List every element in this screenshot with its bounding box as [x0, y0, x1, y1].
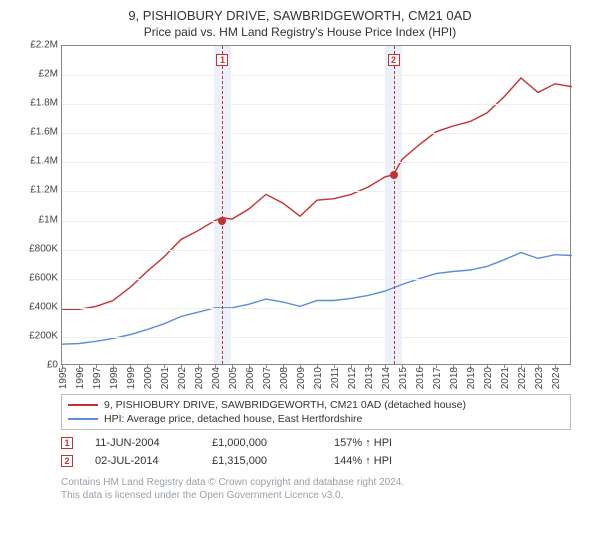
x-axis-label: 1995 [58, 367, 69, 389]
x-axis-label: 2002 [177, 367, 188, 389]
y-gridline [62, 104, 570, 105]
sale-dot [218, 217, 226, 225]
y-gridline [62, 133, 570, 134]
y-axis-label: £0 [16, 360, 58, 371]
x-axis-label: 2004 [211, 367, 222, 389]
y-axis-label: £600K [16, 272, 58, 283]
license-text: Contains HM Land Registry data © Crown c… [61, 476, 571, 502]
x-axis-label: 2007 [262, 367, 273, 389]
chart-subtitle: Price paid vs. HM Land Registry's House … [16, 25, 584, 39]
x-axis-label: 2001 [160, 367, 171, 389]
sale-dot [390, 171, 398, 179]
x-axis-label: 2023 [534, 367, 545, 389]
y-axis-label: £200K [16, 330, 58, 341]
y-gridline [62, 337, 570, 338]
x-axis-label: 2024 [551, 367, 562, 389]
y-axis-label: £1.4M [16, 156, 58, 167]
y-axis-label: £800K [16, 243, 58, 254]
x-axis-label: 2005 [228, 367, 239, 389]
x-axis-label: 2011 [330, 367, 341, 389]
legend: 9, PISHIOBURY DRIVE, SAWBRIDGEWORTH, CM2… [61, 394, 571, 430]
chart-area: 12 £0£200K£400K£600K£800K£1M£1.2M£1.4M£1… [16, 45, 581, 390]
y-gridline [62, 191, 570, 192]
legend-row: HPI: Average price, detached house, East… [68, 412, 564, 426]
x-axis-label: 1998 [109, 367, 120, 389]
x-axis-label: 2006 [245, 367, 256, 389]
legend-swatch [68, 418, 98, 420]
x-axis-label: 2003 [194, 367, 205, 389]
x-axis-label: 2016 [415, 367, 426, 389]
y-gridline [62, 221, 570, 222]
legend-label: 9, PISHIOBURY DRIVE, SAWBRIDGEWORTH, CM2… [104, 399, 466, 411]
x-axis-label: 2013 [364, 367, 375, 389]
x-axis-label: 2017 [432, 367, 443, 389]
series-hpi [62, 253, 572, 345]
y-gridline [62, 250, 570, 251]
sale-dashed-line [394, 46, 395, 364]
license-line: Contains HM Land Registry data © Crown c… [61, 476, 571, 489]
y-axis-label: £1.2M [16, 185, 58, 196]
legend-swatch [68, 404, 98, 406]
legend-label: HPI: Average price, detached house, East… [104, 413, 362, 425]
x-axis-label: 2021 [500, 367, 511, 389]
y-axis-label: £1.8M [16, 98, 58, 109]
chart-title: 9, PISHIOBURY DRIVE, SAWBRIDGEWORTH, CM2… [16, 8, 584, 23]
sale-marker-box: 2 [388, 54, 400, 66]
sale-price: £1,315,000 [212, 455, 312, 467]
x-axis-label: 2018 [449, 367, 460, 389]
x-axis-label: 2008 [279, 367, 290, 389]
x-axis-label: 2019 [466, 367, 477, 389]
sale-price: £1,000,000 [212, 437, 312, 449]
series-price_paid [62, 78, 572, 309]
x-axis-label: 2020 [483, 367, 494, 389]
x-axis-label: 2012 [347, 367, 358, 389]
y-gridline [62, 279, 570, 280]
x-axis-label: 2010 [313, 367, 324, 389]
legend-row: 9, PISHIOBURY DRIVE, SAWBRIDGEWORTH, CM2… [68, 398, 564, 412]
y-gridline [62, 162, 570, 163]
x-axis-label: 1996 [75, 367, 86, 389]
line-series [62, 46, 572, 366]
sale-row: 1 11-JUN-2004 £1,000,000 157% ↑ HPI [61, 434, 571, 452]
sale-date: 02-JUL-2014 [95, 455, 190, 467]
sale-marker-box: 1 [61, 437, 73, 449]
x-axis-label: 2015 [398, 367, 409, 389]
sale-hpi: 157% ↑ HPI [334, 437, 434, 449]
y-axis-label: £1M [16, 214, 58, 225]
y-axis-label: £2M [16, 69, 58, 80]
sale-row: 2 02-JUL-2014 £1,315,000 144% ↑ HPI [61, 452, 571, 470]
y-axis-label: £1.6M [16, 127, 58, 138]
y-axis-label: £400K [16, 301, 58, 312]
y-gridline [62, 75, 570, 76]
sale-marker-box: 2 [61, 455, 73, 467]
x-axis-label: 2000 [143, 367, 154, 389]
sales-table: 1 11-JUN-2004 £1,000,000 157% ↑ HPI 2 02-JUL-… [61, 434, 571, 470]
license-line: This data is licensed under the Open Gov… [61, 489, 571, 502]
sale-dashed-line [222, 46, 223, 364]
x-axis-label: 2022 [517, 367, 528, 389]
y-gridline [62, 308, 570, 309]
x-axis-label: 1999 [126, 367, 137, 389]
sale-date: 11-JUN-2004 [95, 437, 190, 449]
plot: 12 [61, 45, 571, 365]
sale-marker-box: 1 [216, 54, 228, 66]
x-axis-label: 1997 [92, 367, 103, 389]
y-axis-label: £2.2M [16, 40, 58, 51]
x-axis-label: 2014 [381, 367, 392, 389]
x-axis-label: 2009 [296, 367, 307, 389]
sale-hpi: 144% ↑ HPI [334, 455, 434, 467]
